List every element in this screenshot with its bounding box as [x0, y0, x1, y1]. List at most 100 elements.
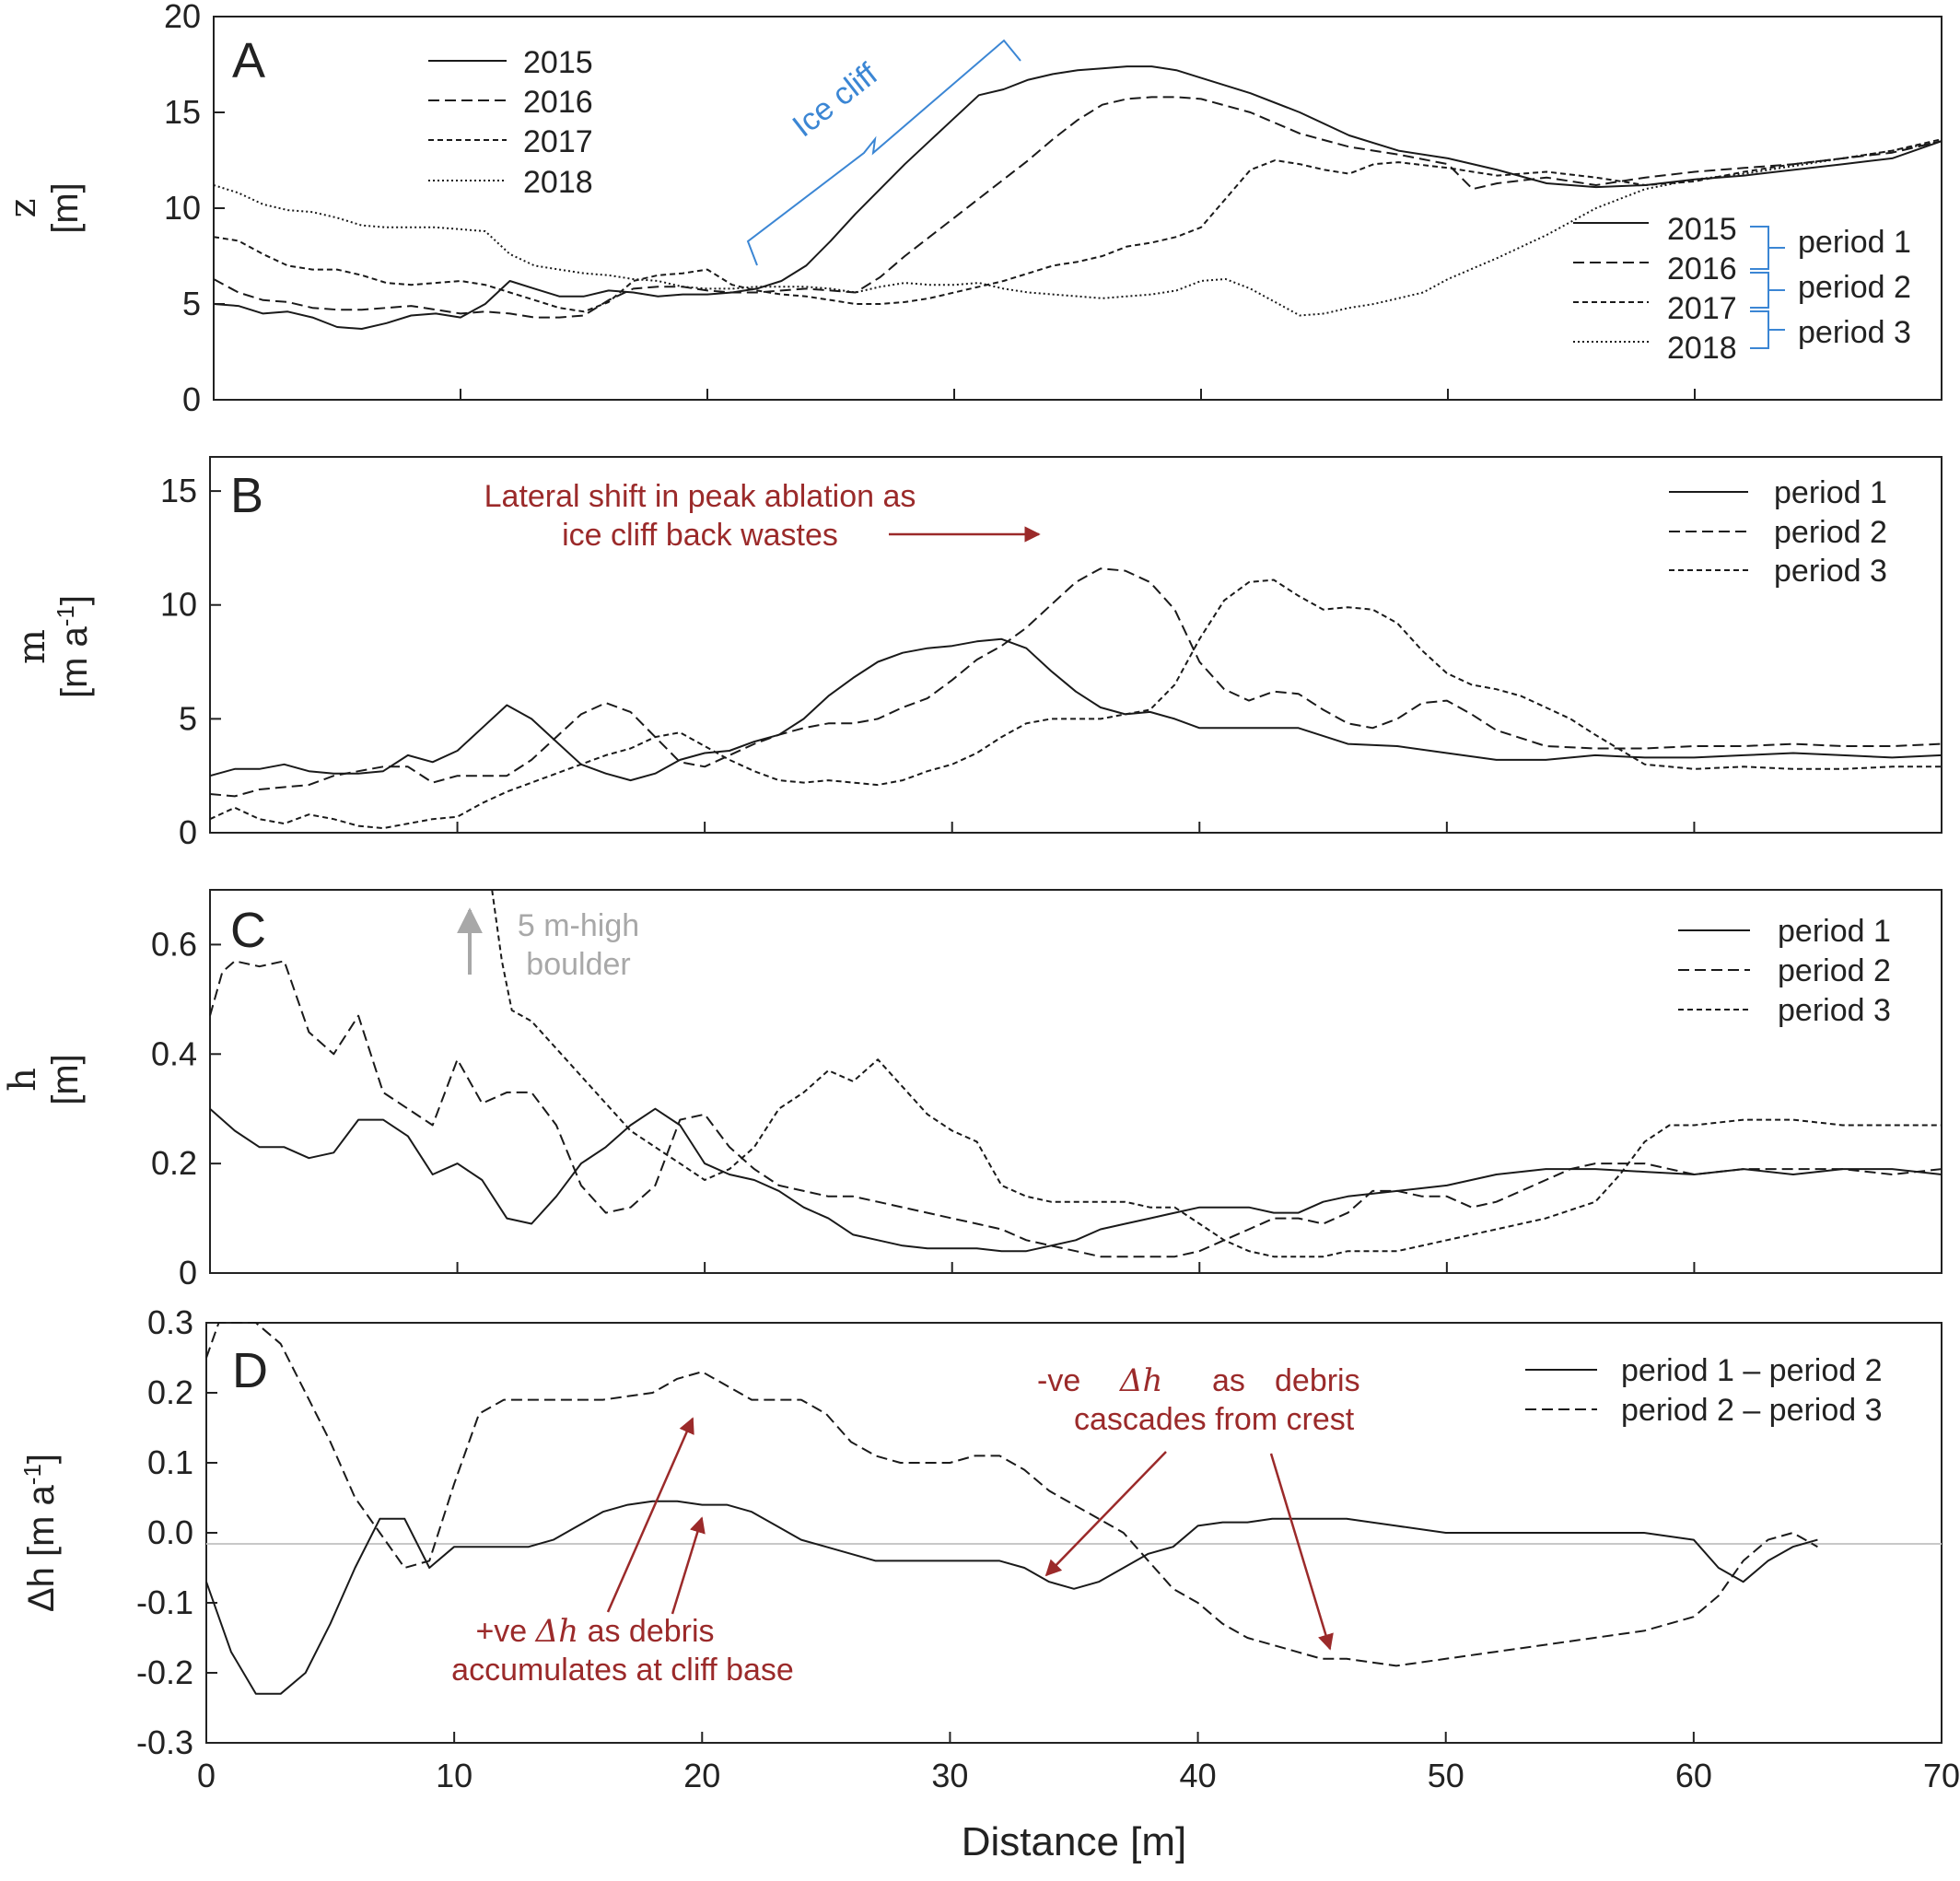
panel-a-ytitle-unit: [m]	[45, 182, 86, 234]
panel-c-legend-period-2: period 2	[1778, 953, 1891, 988]
boulder-line1: 5 m-high	[518, 908, 639, 943]
panel-c-frame	[209, 889, 1942, 1274]
legend-year-2015: 2015	[523, 45, 593, 80]
positive-dh-line2: accumulates at cliff base	[451, 1653, 794, 1688]
lateral-shift-line1: Lateral shift in peak ablation as	[484, 479, 916, 514]
panel-b-letter: B	[230, 468, 263, 523]
panel-a-legend-periods: 2015 2016 2017 2018 period 1 period 2 pe…	[1573, 212, 1911, 366]
panel-d-ytick-label: -0.3	[136, 1723, 193, 1761]
panel-b-xtick-marks	[209, 822, 1942, 833]
panel-d-legend: period 1 – period 2 period 2 – period 3	[1525, 1353, 1883, 1428]
panel-a-legend-years: 2015 2016 2017 2018	[428, 45, 593, 200]
panel-d-ytick-label: -0.1	[136, 1583, 193, 1621]
panel-d-ytitle: Δh [m a-1]	[18, 1454, 62, 1612]
panel-a: 0 5 10 15 20 A z [m] 2015 2016 2017 2018 201…	[2, 0, 1942, 418]
boulder-line2: boulder	[526, 947, 630, 982]
panel-d-series-2	[205, 1322, 1818, 1667]
legend2-year-2015: 2015	[1667, 212, 1737, 247]
negative-dh-line2: cascades from crest	[1074, 1402, 1355, 1437]
x-tick-label: 70	[1923, 1757, 1960, 1794]
panel-d-legend-p1p2: period 1 – period 2	[1621, 1353, 1883, 1388]
ice-cliff-annotation: Ice cliff	[746, 39, 1021, 266]
panel-a-ytick-label: 10	[164, 189, 201, 227]
panel-b-legend-period-3: period 3	[1774, 554, 1887, 589]
panel-b-yticks: 0 5 10 15	[160, 472, 221, 851]
panel-d-ytick-label: -0.2	[136, 1653, 193, 1691]
panel-a-series	[213, 65, 1942, 330]
panel-b-series	[209, 567, 1942, 830]
panel-c-ytitle-unit: [m]	[45, 1054, 86, 1105]
panel-c-yticks: 0 0.2 0.4 0.6	[151, 925, 221, 1291]
panel-c-series-3	[491, 889, 1942, 1258]
x-tick-label: 10	[436, 1757, 472, 1794]
negative-dh-debris: debris	[1275, 1363, 1360, 1398]
legend2-year-2016: 2016	[1667, 251, 1737, 286]
panel-a-ytick-label: 5	[182, 285, 201, 322]
negative-dh-line1: -ve Δh as debris	[1037, 1362, 1360, 1399]
panel-b-legend-period-1: period 1	[1774, 475, 1887, 510]
legend-period-2: period 2	[1798, 270, 1911, 305]
panel-d: -0.3 -0.2 -0.1 0.0 0.1 0.2 0.3 0 10 20 30 40 50 60 70…	[18, 1303, 1960, 1864]
negative-dh-annotation: -ve Δh as debris cascades from crest	[1037, 1362, 1360, 1651]
legend-year-2017: 2017	[523, 124, 593, 159]
positive-dh-arrow-2	[671, 1516, 706, 1615]
negative-dh-symbol: Δh	[1118, 1362, 1162, 1399]
ice-cliff-bracket	[746, 39, 1021, 266]
panel-d-letter: D	[232, 1343, 268, 1398]
x-tick-label: 60	[1675, 1757, 1712, 1794]
negative-dh-prefix: -ve	[1037, 1363, 1080, 1398]
legend-year-2016: 2016	[523, 85, 593, 120]
panel-b-ytick-label: 0	[179, 813, 197, 851]
panel-d-ytitle-sup: -1	[18, 1464, 46, 1485]
panel-a-letter: A	[232, 33, 265, 88]
panel-c-xtick-marks	[209, 1262, 1942, 1273]
panel-c-ytick-label: 0.6	[151, 925, 197, 963]
panel-b-frame	[209, 456, 1942, 834]
panel-d-ytitle-close: ]	[21, 1454, 62, 1464]
panel-a-series-2	[213, 96, 1942, 319]
period-3-bracket	[1750, 310, 1785, 349]
panel-a-series-3	[213, 138, 1942, 313]
panel-b-series-1	[209, 637, 1942, 782]
lateral-shift-line2: ice cliff back wastes	[562, 518, 838, 553]
panel-b-ytitle-var: m	[11, 629, 53, 664]
panel-c-letter: C	[230, 903, 266, 958]
panel-c-legend-period-3: period 3	[1778, 993, 1891, 1028]
panel-b-series-2	[209, 567, 1942, 798]
boulder-annotation: 5 m-high boulder	[457, 907, 639, 982]
panel-a-ytick-label: 20	[164, 0, 201, 35]
panel-b-series-3	[209, 578, 1942, 830]
x-axis-title: Distance [m]	[962, 1819, 1187, 1864]
panel-c-ytick-label: 0	[179, 1254, 197, 1291]
panel-b-ytitle-sup: -1	[52, 605, 79, 626]
panel-a-ytitle-var: z	[2, 198, 44, 217]
panel-a-series-1	[213, 65, 1942, 330]
panel-a-yticks: 0 5 10 15 20	[164, 0, 225, 418]
period-2-bracket	[1750, 272, 1785, 309]
legend2-year-2017: 2017	[1667, 291, 1737, 326]
panel-c-series-2	[209, 960, 1942, 1258]
panel-b-ytitle-unit-main: [m a	[54, 625, 95, 698]
panel-d-ytick-label: 0.0	[147, 1513, 193, 1551]
panel-b-ytitle-unit: [m a-1]	[52, 595, 95, 698]
positive-dh-line1: +ve Δh as debris	[475, 1613, 714, 1650]
legend-period-1: period 1	[1798, 225, 1911, 260]
panel-b-legend: period 1 period 2 period 3	[1669, 475, 1887, 589]
panel-d-series	[205, 1322, 1818, 1695]
x-tick-label: 20	[683, 1757, 720, 1794]
panel-b-ytick-label: 10	[160, 586, 197, 624]
panel-d-xticks: 0 10 20 30 40 50 60 70	[197, 1732, 1960, 1794]
negative-dh-as: as	[1212, 1363, 1245, 1398]
panel-c-ytick-label: 0.4	[151, 1034, 197, 1072]
ice-cliff-label: Ice cliff	[787, 56, 885, 144]
x-tick-label: 30	[931, 1757, 968, 1794]
panel-b: 0 5 10 15 B m [m a-1] period 1 period 2 per…	[11, 456, 1942, 851]
panel-c-series-1	[209, 1107, 1942, 1253]
positive-dh-annotation: +ve Δh as debris accumulates at cliff ba…	[451, 1417, 794, 1688]
panel-d-ytitle-main: Δh [m a	[21, 1484, 62, 1612]
panel-d-legend-p2p3: period 2 – period 3	[1621, 1393, 1883, 1428]
panel-b-ytick-label: 5	[179, 699, 197, 737]
panel-b-legend-period-2: period 2	[1774, 515, 1887, 550]
panel-d-ytick-label: 0.2	[147, 1373, 193, 1411]
